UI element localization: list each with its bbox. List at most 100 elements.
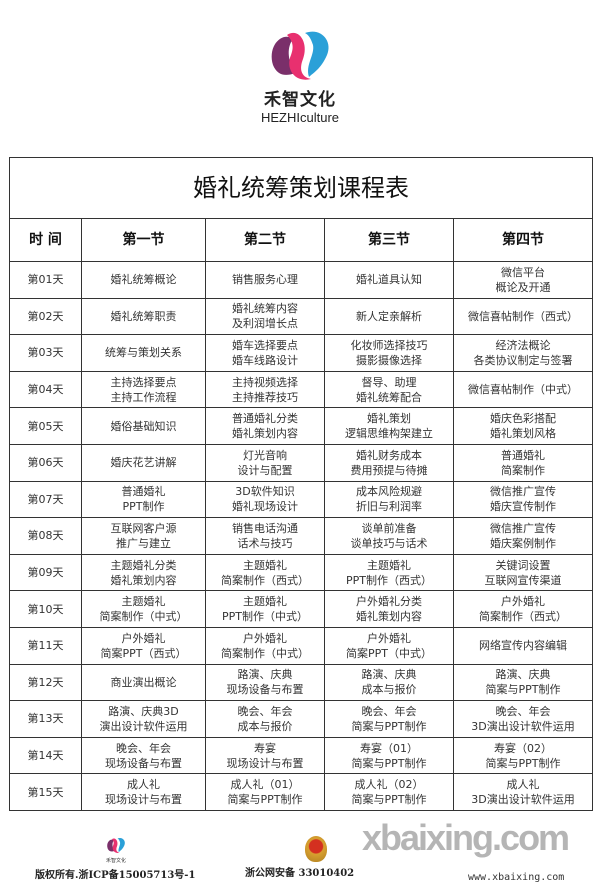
session-cell: 普通婚礼分类 婚礼策划内容 xyxy=(205,407,325,445)
session-cell: 督导、助理 婚礼统筹配合 xyxy=(324,370,454,409)
footer-logo-text: 禾智文化 xyxy=(105,858,126,864)
session-cell: 微信平台 概论及开通 xyxy=(452,261,594,299)
brand-name-en: HEZHIculture xyxy=(260,110,340,125)
brand-mark-icon xyxy=(107,838,125,853)
brand-name-cn: 禾智文化 xyxy=(264,90,336,110)
session-cell: 销售电话沟通 话术与技巧 xyxy=(205,517,325,555)
session-cell: 微信推广宣传 婚庆案例制作 xyxy=(452,517,594,555)
session-cell: 婚礼财务成本 费用预提与待摊 xyxy=(324,443,454,482)
session-cell: 婚礼道具认知 xyxy=(324,261,454,299)
brand-mark-icon xyxy=(271,31,329,80)
session-cell: 主题婚礼 PPT制作（中式） xyxy=(205,590,325,628)
session-cell: 主持视频选择 主持推荐技巧 xyxy=(205,370,325,409)
table-row: 第04天 主持选择要点 主持工作流程 主持视频选择 主持推荐技巧 督导、助理 婚礼统筹… xyxy=(9,370,594,409)
table-row: 第10天 主题婚礼 简案制作（中式） 主题婚礼 PPT制作（中式） 户外婚礼分类 婚礼… xyxy=(9,590,594,628)
table-row: 第15天 成人礼 现场设计与布置 成人礼（01） 简案与PPT制作 成人礼（02） 简… xyxy=(9,773,594,811)
table-row: 第14天 晚会、年会 现场设备与布置 寿宴 现场设计与布置 寿宴（01） 简案与PPT… xyxy=(9,736,594,775)
session-cell: 销售服务心理 xyxy=(205,261,325,299)
session-cell: 互联网客户源 推广与建立 xyxy=(81,517,206,555)
session-cell: 新人定亲解析 xyxy=(324,297,454,336)
session-cell: 晚会、年会 成本与报价 xyxy=(205,700,325,738)
column-header: 第二节 xyxy=(205,218,325,262)
session-cell: 微信喜帖制作（西式） xyxy=(452,297,594,336)
police-record[interactable]: 浙公网安备 33010402 xyxy=(245,868,355,879)
session-cell: 婚礼统筹职责 xyxy=(81,297,206,336)
brand-logo: 禾智文化 HEZHIculture xyxy=(255,25,345,125)
session-cell: 婚车选择要点 婚车线路设计 xyxy=(205,334,325,372)
session-cell: 路演、庆典 现场设备与布置 xyxy=(205,663,325,702)
session-cell: 普通婚礼 简案制作 xyxy=(452,443,594,482)
session-cell: 成人礼（01） 简案与PPT制作 xyxy=(205,773,325,811)
session-cell: 主持选择要点 主持工作流程 xyxy=(81,370,206,409)
day-cell: 第04天 xyxy=(9,370,82,409)
session-cell: 晚会、年会 现场设备与布置 xyxy=(81,736,206,775)
table-row: 第12天 商业演出概论 路演、庆典 现场设备与布置 路演、庆典 成本与报价 路演、庆典 … xyxy=(9,663,594,702)
footer-logo: 禾智文化 xyxy=(103,836,129,864)
table-row: 第09天 主题婚礼分类 婚礼策划内容 主题婚礼 简案制作（西式） 主题婚礼 PPT制作… xyxy=(9,553,594,592)
table-title: 婚礼统筹策划课程表 xyxy=(8,157,594,219)
session-cell: 路演、庆典3D 演出设计软件运用 xyxy=(81,700,206,738)
watermark-url: www.xbaixing.com xyxy=(468,872,565,883)
table-row: 第05天 婚俗基础知识 普通婚礼分类 婚礼策划内容 婚礼策划 逻辑思维构架建立 婚庆色彩… xyxy=(9,407,594,445)
session-cell: 成人礼（02） 简案与PPT制作 xyxy=(324,773,454,811)
day-cell: 第03天 xyxy=(9,334,82,372)
session-cell: 户外婚礼 简案PPT（中式） xyxy=(324,626,454,665)
session-cell: 路演、庆典 简案与PPT制作 xyxy=(452,663,594,702)
session-cell: 商业演出概论 xyxy=(81,663,206,702)
session-cell: 婚礼统筹概论 xyxy=(81,261,206,299)
session-cell: 户外婚礼 简案制作（中式） xyxy=(205,626,325,665)
column-header: 时 间 xyxy=(9,218,82,262)
police-badge-icon xyxy=(305,836,327,862)
session-cell: 网络宣传内容编辑 xyxy=(452,626,594,665)
session-cell: 成本风险规避 折旧与利润率 xyxy=(324,480,454,519)
session-cell: 婚礼统筹内容 及利润增长点 xyxy=(205,297,325,336)
table-row: 第06天 婚庆花艺讲解 灯光音响 设计与配置 婚礼财务成本 费用预提与待摊 普通婚礼 简… xyxy=(9,443,594,482)
session-cell: 统筹与策划关系 xyxy=(81,334,206,372)
session-cell: 寿宴（02） 简案与PPT制作 xyxy=(452,736,594,775)
column-header: 第四节 xyxy=(452,218,594,262)
session-cell: 路演、庆典 成本与报价 xyxy=(324,663,454,702)
session-cell: 婚礼策划 逻辑思维构架建立 xyxy=(324,407,454,445)
day-cell: 第13天 xyxy=(9,700,82,738)
session-cell: 关键词设置 互联网宣传渠道 xyxy=(452,553,594,592)
column-header: 第一节 xyxy=(81,218,206,262)
session-cell: 晚会、年会 3D演出设计软件运用 xyxy=(452,700,594,738)
day-cell: 第12天 xyxy=(9,663,82,702)
session-cell: 微信推广宣传 婚庆宣传制作 xyxy=(452,480,594,519)
session-cell: 主题婚礼 简案制作（西式） xyxy=(205,553,325,592)
day-cell: 第06天 xyxy=(9,443,82,482)
day-cell: 第05天 xyxy=(9,407,82,445)
session-cell: 晚会、年会 简案与PPT制作 xyxy=(324,700,454,738)
session-cell: 经济法概论 各类协议制定与签署 xyxy=(452,334,594,372)
table-row: 第08天 互联网客户源 推广与建立 销售电话沟通 话术与技巧 谈单前准备 谈单技巧与话… xyxy=(9,517,594,555)
icp-record[interactable]: 版权所有.浙ICP备15005713号-1 xyxy=(35,870,196,881)
day-cell: 第08天 xyxy=(9,517,82,555)
session-cell: 成人礼 3D演出设计软件运用 xyxy=(452,773,594,811)
table-row: 第03天 统筹与策划关系 婚车选择要点 婚车线路设计 化妆师选择技巧 摄影摄像选择 经济… xyxy=(9,334,594,372)
day-cell: 第10天 xyxy=(9,590,82,628)
session-cell: 普通婚礼 PPT制作 xyxy=(81,480,206,519)
day-cell: 第01天 xyxy=(9,261,82,299)
session-cell: 主题婚礼 PPT制作（西式） xyxy=(324,553,454,592)
session-cell: 谈单前准备 谈单技巧与话术 xyxy=(324,517,454,555)
table-row: 第13天 路演、庆典3D 演出设计软件运用 晚会、年会 成本与报价 晚会、年会 简案与… xyxy=(9,700,594,738)
session-cell: 婚庆花艺讲解 xyxy=(81,443,206,482)
session-cell: 微信喜帖制作（中式） xyxy=(452,370,594,409)
day-cell: 第02天 xyxy=(9,297,82,336)
session-cell: 户外婚礼分类 婚礼策划内容 xyxy=(324,590,454,628)
session-cell: 寿宴 现场设计与布置 xyxy=(205,736,325,775)
table-row: 第02天 婚礼统筹职责 婚礼统筹内容 及利润增长点 新人定亲解析 微信喜帖制作（西式） xyxy=(9,297,594,336)
session-cell: 主题婚礼 简案制作（中式） xyxy=(81,590,206,628)
session-cell: 成人礼 现场设计与布置 xyxy=(81,773,206,811)
day-cell: 第09天 xyxy=(9,553,82,592)
session-cell: 主题婚礼分类 婚礼策划内容 xyxy=(81,553,206,592)
day-cell: 第11天 xyxy=(9,626,82,665)
day-cell: 第07天 xyxy=(9,480,82,519)
day-cell: 第15天 xyxy=(9,773,82,811)
session-cell: 户外婚礼 简案PPT（西式） xyxy=(81,626,206,665)
day-cell: 第14天 xyxy=(9,736,82,775)
session-cell: 婚庆色彩搭配 婚礼策划风格 xyxy=(452,407,594,445)
watermark: xbaixing.com xyxy=(362,817,570,858)
session-cell: 户外婚礼 简案制作（西式） xyxy=(452,590,594,628)
session-cell: 寿宴（01） 简案与PPT制作 xyxy=(324,736,454,775)
